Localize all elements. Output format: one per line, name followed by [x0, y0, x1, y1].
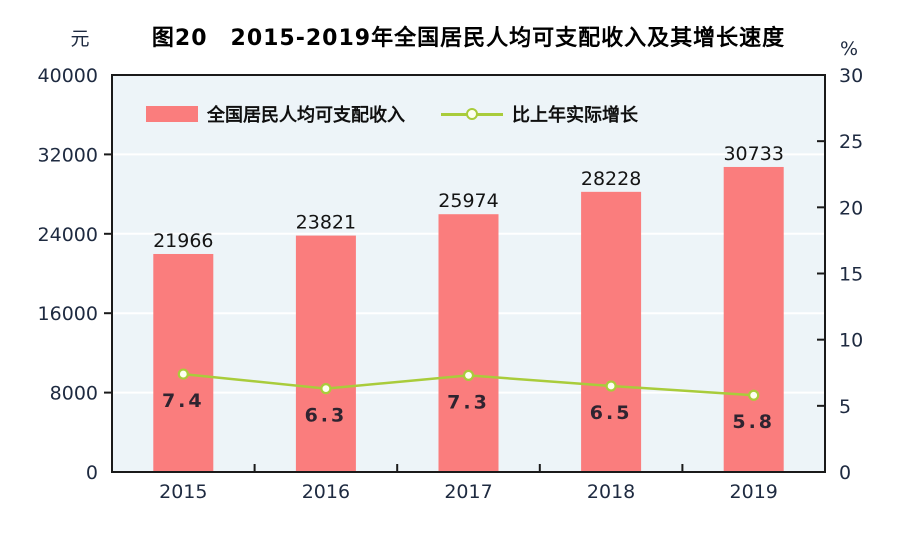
right-tick-label-10: 10 [839, 330, 863, 352]
line-point-2016 [320, 383, 332, 395]
plot-background [112, 75, 825, 472]
line-point-2015 [177, 368, 189, 380]
bar-value-label-2015: 21966 [153, 230, 213, 252]
growth-value-label-2017: 7.3 [447, 391, 490, 413]
left-tick-label-16000: 16000 [38, 303, 98, 325]
left-tick-label-24000: 24000 [38, 224, 98, 246]
x-axis-label-2016: 2016 [302, 481, 350, 503]
legend-line-label: 比上年实际增长 [512, 105, 638, 126]
bar-value-label-2018: 28228 [581, 168, 641, 190]
left-axis-unit-label: 元 [70, 28, 90, 50]
bar-2017 [438, 214, 499, 472]
legend-item-bar: 全国居民人均可支配收入 [146, 101, 405, 127]
legend-bar-label: 全国居民人均可支配收入 [207, 105, 405, 126]
growth-value-label-2016: 6.3 [305, 405, 348, 427]
line-point-2019 [748, 389, 760, 401]
line-point-2017 [462, 369, 475, 381]
x-axis-label-2018: 2018 [587, 481, 635, 503]
legend: 全国居民人均可支配收入 比上年实际增长 [146, 101, 638, 127]
chart-title: 图20 2015-2019年全国居民人均可支配收入及其增长速度 [151, 26, 786, 51]
bar-2016 [295, 235, 356, 472]
growth-line [183, 372, 754, 397]
bar-value-label-2016: 23821 [296, 212, 356, 234]
growth-value-label-2018: 6.5 [590, 402, 633, 424]
bar-2019 [723, 166, 784, 472]
right-tick-label-25: 25 [839, 131, 863, 153]
left-tick-label-8000: 8000 [50, 383, 98, 405]
right-tick-label-20: 20 [839, 197, 863, 219]
plot-border [111, 74, 826, 473]
legend-line-marker-icon [441, 106, 503, 122]
left-tick-label-32000: 32000 [38, 144, 98, 166]
left-tick-label-0: 0 [86, 462, 98, 484]
legend-bar-swatch-icon [146, 106, 198, 122]
bar-value-label-2019: 30733 [723, 143, 783, 165]
bar-value-label-2017: 25974 [438, 190, 498, 212]
bar-2018 [581, 191, 642, 472]
line-point-2018 [605, 380, 617, 392]
right-tick-label-30: 30 [839, 65, 863, 87]
right-tick-label-15: 15 [839, 264, 863, 286]
legend-item-line: 比上年实际增长 [441, 101, 638, 127]
left-tick-label-40000: 40000 [38, 65, 98, 87]
bar-2015 [153, 253, 214, 472]
growth-value-label-2015: 7.4 [162, 390, 205, 412]
right-tick-label-0: 0 [839, 462, 851, 484]
right-axis-unit-label: % [840, 38, 859, 60]
right-tick-label-5: 5 [839, 396, 851, 418]
x-axis-label-2017: 2017 [444, 481, 492, 503]
x-axis-label-2019: 2019 [730, 481, 778, 503]
growth-value-label-2019: 5.8 [732, 411, 775, 433]
x-axis-label-2015: 2015 [159, 481, 207, 503]
